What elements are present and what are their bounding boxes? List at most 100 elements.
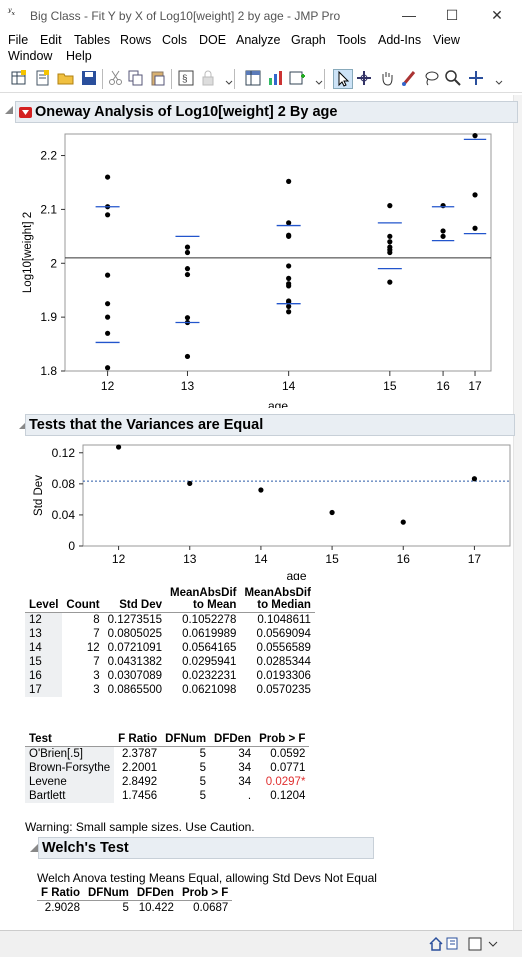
vertical-scrollbar[interactable] [513, 95, 522, 930]
x-tick-label: 15 [325, 552, 339, 566]
level-table-cell: 0.0193306 [256, 670, 311, 682]
level-table-cell: 0.0865500 [107, 684, 163, 696]
menu-file[interactable]: File [8, 33, 29, 47]
cut-icon[interactable] [107, 69, 125, 87]
welch-table-cell: 0.0687 [193, 902, 229, 914]
menu-rows[interactable]: Rows [120, 33, 152, 47]
close-button[interactable]: ✕ [491, 7, 503, 23]
welch-table-header: F Ratio [37, 886, 84, 901]
std-dev-point [329, 509, 335, 516]
level-table-cell: 0.0621098 [182, 684, 237, 696]
welch-table-cell: 2.9028 [44, 902, 80, 914]
y-axis-label: Log10[weight] 2 [22, 212, 34, 293]
x-tick-label: 12 [112, 552, 126, 566]
data-point [286, 220, 292, 226]
test-table-cell: 0.0771 [270, 762, 306, 774]
menu-window[interactable]: Window [8, 49, 53, 63]
test-table-row: Brown-Forsythe 2.2001 5 34 0.0771 [25, 761, 309, 775]
new-data-table-icon[interactable] [10, 69, 28, 87]
home-icon[interactable] [428, 936, 444, 952]
test-table-cell: 5 [199, 790, 207, 802]
lock-icon[interactable] [199, 69, 217, 87]
level-table-cell: 0.0564165 [182, 642, 237, 654]
test-table-cell: 2.3787 [121, 748, 158, 760]
window-list-icon[interactable] [446, 936, 460, 952]
menu-tables[interactable]: Tables [74, 33, 111, 47]
x-axis-label: age [268, 399, 288, 408]
open-icon[interactable] [57, 69, 75, 87]
menu-cols[interactable]: Cols [162, 33, 188, 47]
data-point [286, 178, 292, 184]
level-table-cell: 0.0721091 [107, 642, 163, 654]
minimize-button[interactable]: — [402, 7, 416, 23]
welch-table-header: DFNum [83, 886, 133, 901]
welch-table-cell: 10.422 [138, 902, 174, 914]
disclosure-triangle-icon[interactable] [3, 104, 15, 116]
test-table-header: DFDen [210, 732, 256, 747]
toolbar-overflow-chevron-icon[interactable] [220, 69, 233, 87]
save-icon[interactable] [80, 69, 98, 87]
arrow-tool-icon[interactable] [333, 69, 353, 89]
window-title: Big Class - Fit Y by X of Log10[weight] … [30, 9, 341, 23]
data-point [387, 279, 393, 285]
welch-title: Welch's Test [42, 840, 129, 856]
welch-disclosure-icon[interactable] [28, 842, 40, 854]
toolbar-overflow-chevron-3-icon[interactable] [490, 69, 503, 87]
menu-view[interactable]: View [433, 33, 460, 47]
menu-add-ins[interactable]: Add-Ins [378, 33, 422, 47]
add-column-icon[interactable] [288, 69, 306, 87]
menu-doe[interactable]: DOE [199, 33, 227, 47]
chart-icon[interactable] [266, 69, 284, 87]
data-point [387, 203, 393, 209]
warning-text: Warning: Small sample sizes. Use Caution… [25, 820, 255, 834]
red-triangle-menu-icon[interactable] [19, 107, 32, 118]
x-tick-label: 13 [181, 379, 195, 393]
level-table-row: 15 7 0.0431382 0.0295941 0.0285344 [25, 655, 315, 669]
crosshair-plus-icon[interactable] [467, 69, 485, 87]
magnifier-tool-icon[interactable] [444, 69, 462, 87]
level-table-cell: 3 [93, 684, 100, 696]
menu-edit[interactable]: Edit [40, 33, 62, 47]
level-table-row: 14 12 0.0721091 0.0564165 0.0556589 [25, 641, 315, 655]
level-table-row: 16 3 0.0307089 0.0232231 0.0193306 [25, 669, 315, 683]
menu-analyze[interactable]: Analyze [236, 33, 281, 47]
x-tick-label: 15 [383, 379, 397, 393]
level-table-cell: 15 [25, 655, 63, 669]
lasso-tool-icon[interactable] [422, 69, 440, 87]
menu-tools[interactable]: Tools [337, 33, 367, 47]
data-table-list-icon[interactable] [244, 69, 262, 87]
copy-icon[interactable] [127, 69, 145, 87]
menu-graph[interactable]: Graph [291, 33, 326, 47]
data-point [286, 233, 292, 239]
new-script-icon[interactable] [34, 69, 52, 87]
data-point [286, 283, 292, 289]
data-point [105, 330, 111, 336]
toolbar-overflow-chevron-2-icon[interactable] [310, 69, 323, 87]
test-table-header: F Ratio [114, 732, 162, 747]
std-dev-point [187, 480, 193, 487]
test-table-cell: 0.1204 [270, 790, 306, 802]
level-table-cell: 3 [93, 670, 100, 682]
crosshair-tool-icon[interactable] [355, 69, 373, 87]
data-point [286, 303, 292, 309]
level-table-header: MeanAbsDif to Median [240, 586, 315, 613]
test-table-cell: 34 [238, 762, 252, 774]
level-table-row: 13 7 0.0805025 0.0619989 0.0569094 [25, 627, 315, 641]
paste-icon[interactable] [149, 69, 167, 87]
maximize-button[interactable]: ☐ [445, 7, 459, 23]
menu-help[interactable]: Help [66, 49, 92, 63]
status-chevron-down-icon[interactable] [488, 940, 498, 948]
grabber-tool-icon[interactable] [378, 69, 396, 87]
std-dev-point [400, 519, 406, 525]
oneway-header: Oneway Analysis of Log10[weight] 2 By ag… [15, 101, 518, 123]
test-table-row: Bartlett 1.7456 5. 0.1204 [25, 789, 309, 803]
std-dev-plot[interactable]: 0 0.04 0.08 0.12 Std Dev 12 13 14 15 16 17 age [25, 440, 515, 580]
brush-tool-icon[interactable] [400, 69, 418, 87]
test-table-cell: 0.0297* [265, 776, 306, 788]
level-table-cell: 0.1052278 [182, 614, 237, 626]
toolbar: § [0, 66, 522, 93]
oneway-plot[interactable]: 1.8 1.9 2 2.1 2.2 Log10[weight] 2 12 13 14 15 16 17… [15, 128, 505, 408]
level-table-cell: 17 [25, 683, 63, 697]
show-log-icon[interactable]: § [177, 69, 195, 87]
layout-checkbox-icon[interactable] [468, 937, 482, 951]
